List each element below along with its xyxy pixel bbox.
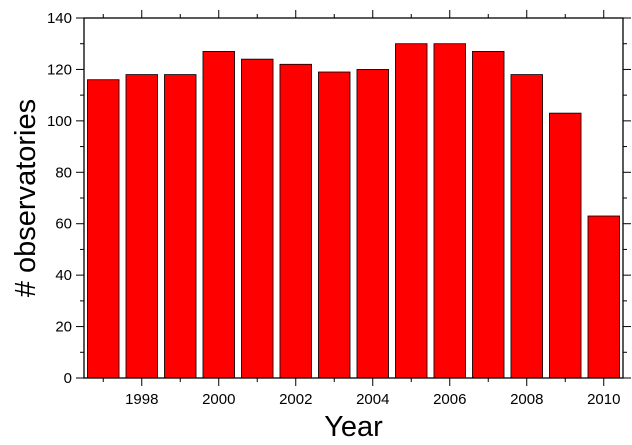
ticks-group [76,10,631,386]
x-tick-label-2000: 2000 [202,391,235,408]
x-axis-title: Year [324,411,383,440]
bar-2010 [587,215,620,379]
bar-2002 [279,63,312,379]
x-tick-label-2008: 2008 [510,391,543,408]
y-axis-title: # observatories [10,99,42,297]
bar-1999 [164,74,197,379]
y-tick-label-60: 60 [55,216,72,233]
x-tick-label-2006: 2006 [433,391,466,408]
y-tick-label-120: 120 [47,61,72,78]
bar-2006 [433,43,466,379]
bar-2005 [395,43,428,379]
bar-2001 [241,58,274,379]
bar-2000 [202,51,235,379]
y-tick-label-100: 100 [47,113,72,130]
y-tick-label-140: 140 [47,10,72,27]
y-tick-labels: 0 20 40 60 80 100 120 140 [47,10,72,387]
y-tick-label-40: 40 [55,267,72,284]
plot-frame [83,17,624,379]
x-tick-label-2002: 2002 [279,391,312,408]
y-tick-label-20: 20 [55,319,72,336]
bar-1997 [87,79,120,379]
bars-group [87,43,620,379]
bar-2008 [510,74,543,379]
x-tick-labels: 1998 2000 2002 2004 2006 2008 2010 [125,391,620,408]
bar-2007 [472,51,505,379]
x-tick-label-2010: 2010 [587,391,620,408]
y-tick-label-80: 80 [55,164,72,181]
bar-2004 [356,69,389,379]
bar-2003 [318,71,351,379]
bar-1998 [125,74,158,379]
x-tick-label-2004: 2004 [356,391,389,408]
bar-2009 [549,112,582,379]
x-tick-label-1998: 1998 [125,391,158,408]
y-tick-label-0: 0 [64,370,72,387]
